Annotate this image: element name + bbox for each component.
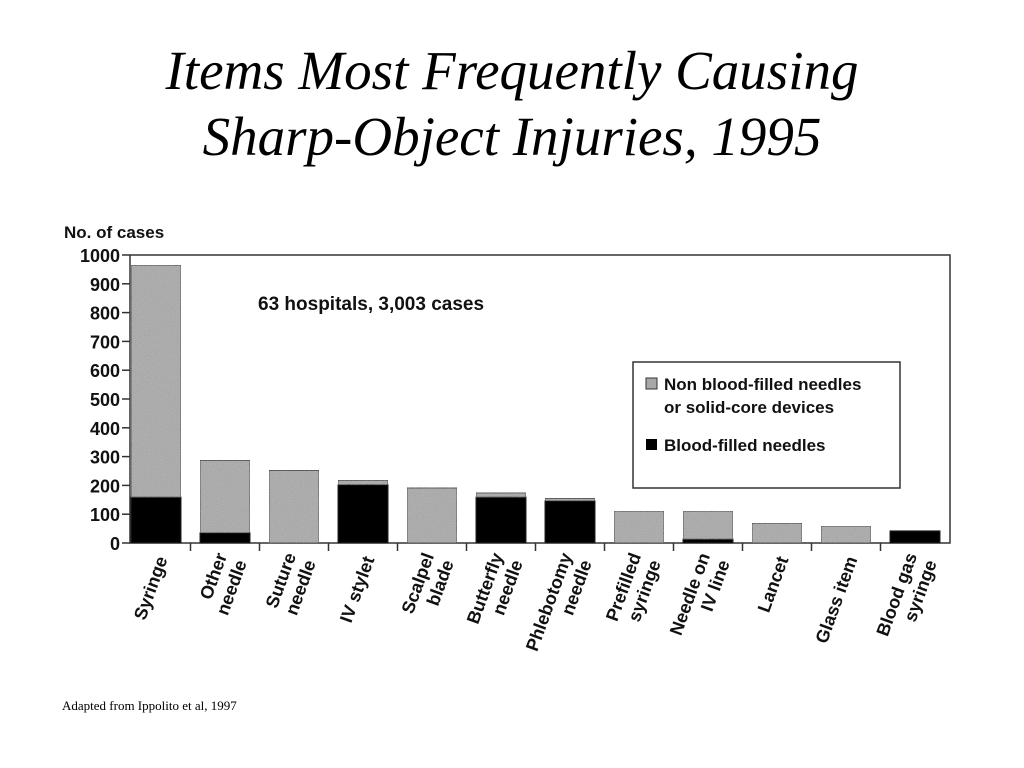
y-tick-label: 100 [90,505,120,525]
y-tick-label: 1000 [80,246,120,266]
x-tick-label-line: Syringe [130,554,171,623]
x-tick-label: Otherneedle [193,550,251,618]
x-tick-label: Sutureneedle [262,550,320,618]
y-tick-label: 700 [90,332,120,352]
x-tick-label: Phlebotomyneedle [522,550,596,661]
bar-segment-non-blood-filled [682,510,734,540]
bar-segment-non-blood-filled [820,525,872,544]
x-tick-label: Butterflyneedle [463,550,527,634]
x-tick-label: Syringe [130,554,171,623]
y-tick-label: 300 [90,448,120,468]
x-tick-label-line: Glass item [811,554,861,646]
y-tick-label: 900 [90,275,120,295]
legend-swatch-non-blood [645,377,658,390]
legend-label-blood: Blood-filled needles [664,436,826,455]
y-tick-label: 400 [90,419,120,439]
x-tick-label: Scalpelblade [398,550,458,623]
legend-label-non-blood-1: Non blood-filled needles [664,375,861,394]
bar-segment-blood-filled [544,500,596,544]
source-note: Adapted from Ippolito et al, 1997 [62,698,237,713]
x-tick-label: Prefilledsyringe [602,550,665,631]
y-axis-label: No. of cases [64,223,164,242]
y-tick-label: 0 [110,534,120,554]
bar-segment-blood-filled [682,538,734,544]
bar-segment-non-blood-filled [337,479,389,486]
bar-segment-blood-filled [337,484,389,544]
x-tick-label-line: Lancet [754,554,793,615]
legend: Non blood-filled needles or solid-core d… [632,361,901,489]
bar-segment-blood-filled [889,530,941,544]
y-tick-label: 500 [90,390,120,410]
x-tick-label-line: IV stylet [336,554,378,626]
y-tick-label: 800 [90,304,120,324]
title-line-2: Sharp-Object Injuries, 1995 [202,106,822,167]
x-tick-label: Glass item [811,554,861,646]
legend-label-non-blood-2: or solid-core devices [664,398,834,417]
x-tick-label: IV stylet [336,554,378,626]
title-line-1: Items Most Frequently Causing [165,40,859,101]
legend-box [632,361,901,489]
bar-segment-non-blood-filled [130,264,182,498]
y-tick-label: 600 [90,361,120,381]
bar-segment-blood-filled [130,496,182,544]
bar-segment-non-blood-filled [613,510,665,544]
slide-title: Items Most Frequently Causing Sharp-Obje… [0,38,1024,170]
bar-segment-blood-filled [475,496,527,544]
bar-segment-non-blood-filled [406,487,458,544]
legend-swatch-blood [646,439,657,450]
bar-segment-non-blood-filled [544,497,596,502]
bar-segment-blood-filled [199,532,251,544]
bar-segment-non-blood-filled [751,522,803,544]
chart-annotation: 63 hospitals, 3,003 cases [258,294,484,315]
bar-segment-non-blood-filled [268,469,320,544]
x-tick-label: Blood gassyringe [872,550,940,646]
y-tick-label: 200 [90,476,120,496]
x-tick-label: Lancet [754,554,793,615]
x-tick-label: Needle onIV line [666,550,734,645]
bar-segment-non-blood-filled [475,492,527,498]
bar-segment-non-blood-filled [199,459,251,534]
